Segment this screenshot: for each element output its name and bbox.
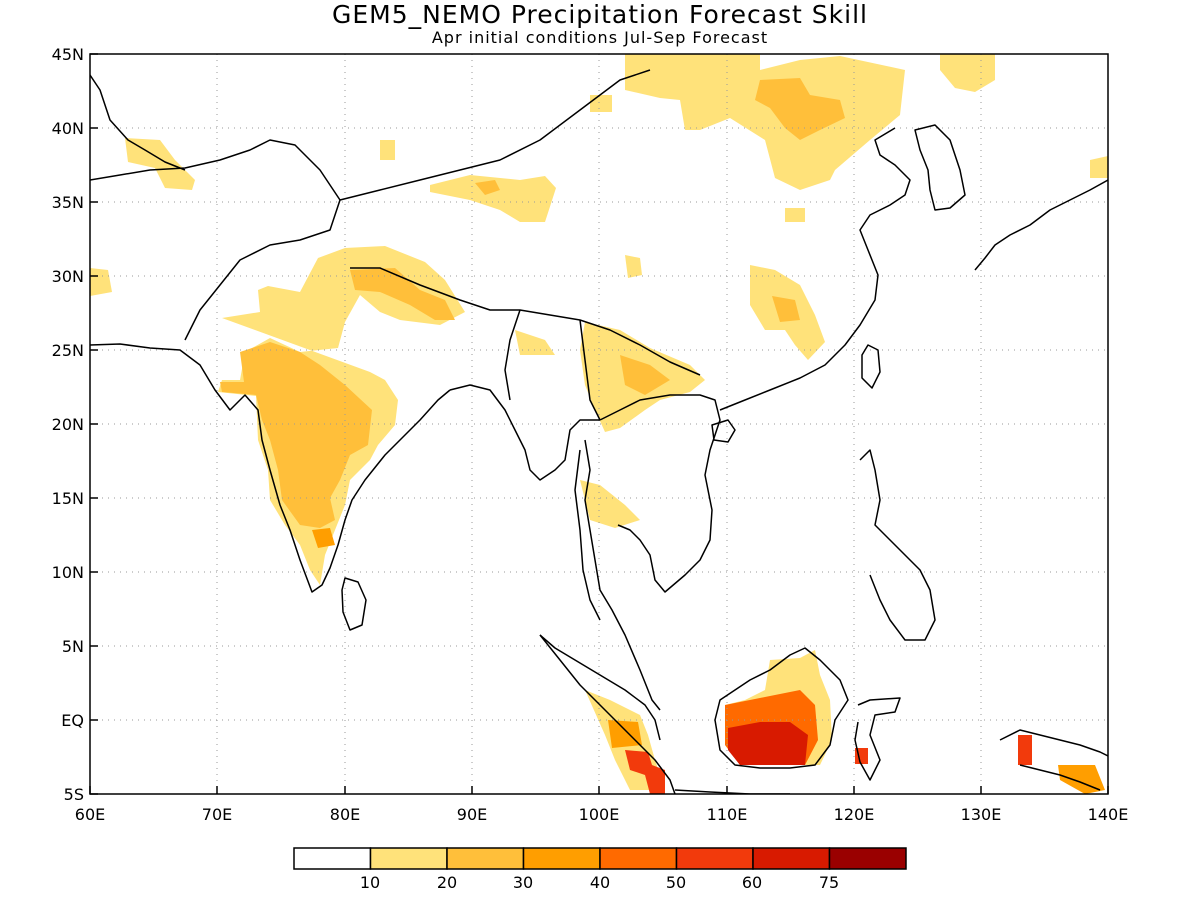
page-subtitle: Apr initial conditions Jul-Sep Forecast bbox=[431, 28, 769, 47]
lon-tick-70e: 70E bbox=[202, 805, 232, 824]
skill-region-himalaya bbox=[350, 268, 455, 320]
tick-marks bbox=[89, 53, 1109, 795]
skill-region-sumatra-core bbox=[608, 720, 642, 748]
lon-tick-labels: 60E 70E 80E 90E 100E 110E 120E 130E 140E bbox=[75, 805, 1129, 824]
skill-shading bbox=[90, 54, 1108, 794]
legend-swatch-6 bbox=[752, 847, 831, 870]
skill-region-south-china-core bbox=[772, 296, 800, 322]
lon-tick-60e: 60E bbox=[75, 805, 105, 824]
lat-tick-40n: 40N bbox=[52, 119, 84, 138]
skill-region-mongolia bbox=[625, 54, 905, 190]
skill-region-misc-3 bbox=[785, 208, 805, 222]
legend-swatch-3 bbox=[522, 847, 601, 870]
lat-tick-5n: 5N bbox=[62, 637, 84, 656]
lon-tick-100e: 100E bbox=[579, 805, 620, 824]
skill-region-india-core bbox=[220, 342, 372, 528]
skill-region-pakistan bbox=[90, 268, 112, 296]
lon-tick-140e: 140E bbox=[1088, 805, 1129, 824]
skill-region-borneo-core bbox=[728, 722, 808, 765]
lon-tick-80e: 80E bbox=[330, 805, 360, 824]
skill-region-sumatra-tip bbox=[625, 750, 665, 794]
skill-region-west bbox=[125, 138, 195, 190]
legend-label-30: 30 bbox=[513, 873, 533, 892]
lon-tick-90e: 90E bbox=[457, 805, 487, 824]
skill-region-tibet-north bbox=[430, 175, 556, 222]
map-frame bbox=[89, 53, 1109, 795]
legend-swatch-5 bbox=[675, 847, 754, 870]
skill-region-burma bbox=[515, 330, 555, 355]
lat-tick-20n: 20N bbox=[52, 415, 84, 434]
lat-tick-15n: 15N bbox=[52, 489, 84, 508]
skill-region-mongolia-core bbox=[755, 78, 845, 140]
legend-label-10: 10 bbox=[360, 873, 380, 892]
legend-labels: 10 20 30 40 50 60 75 bbox=[360, 873, 839, 892]
lat-tick-10n: 10N bbox=[52, 563, 84, 582]
skill-region-laos-core bbox=[620, 355, 670, 395]
legend-label-75: 75 bbox=[819, 873, 839, 892]
lon-tick-130e: 130E bbox=[961, 805, 1002, 824]
lat-tick-45n: 45N bbox=[52, 45, 84, 64]
lat-tick-25n: 25N bbox=[52, 341, 84, 360]
skill-region-india-south bbox=[312, 528, 335, 548]
lon-tick-120e: 120E bbox=[834, 805, 875, 824]
skill-region-misc-2 bbox=[380, 140, 395, 160]
lat-tick-5s: 5S bbox=[64, 785, 84, 804]
gridlines bbox=[90, 54, 1108, 794]
legend-label-40: 40 bbox=[590, 873, 610, 892]
lon-tick-110e: 110E bbox=[707, 805, 748, 824]
skill-region-newguinea bbox=[1018, 735, 1032, 765]
page-title: GEM5_NEMO Precipitation Forecast Skill bbox=[332, 0, 868, 29]
skill-region-central-china bbox=[625, 255, 642, 278]
legend-label-20: 20 bbox=[437, 873, 457, 892]
skill-region-thailand bbox=[580, 480, 640, 528]
legend-label-50: 50 bbox=[666, 873, 686, 892]
legend-label-60: 60 bbox=[742, 873, 762, 892]
skill-region-ne bbox=[940, 54, 995, 92]
lat-tick-labels: 5S EQ 5N 10N 15N 20N 25N 30N 35N 40N 45N bbox=[52, 45, 84, 804]
skill-region-tibet-core bbox=[475, 180, 500, 195]
skill-region-misc-4 bbox=[1090, 156, 1108, 178]
lat-tick-eq: EQ bbox=[61, 711, 84, 730]
legend-swatch-1 bbox=[369, 847, 448, 870]
legend-swatch-7 bbox=[828, 847, 907, 870]
lat-tick-35n: 35N bbox=[52, 193, 84, 212]
legend-swatch-2 bbox=[446, 847, 525, 870]
legend-colorbar bbox=[293, 847, 907, 870]
coastlines bbox=[90, 69, 1108, 794]
legend-swatch-4 bbox=[599, 847, 678, 870]
legend-swatch-0 bbox=[293, 847, 372, 870]
skill-region-misc-1 bbox=[590, 95, 612, 112]
lat-tick-30n: 30N bbox=[52, 267, 84, 286]
